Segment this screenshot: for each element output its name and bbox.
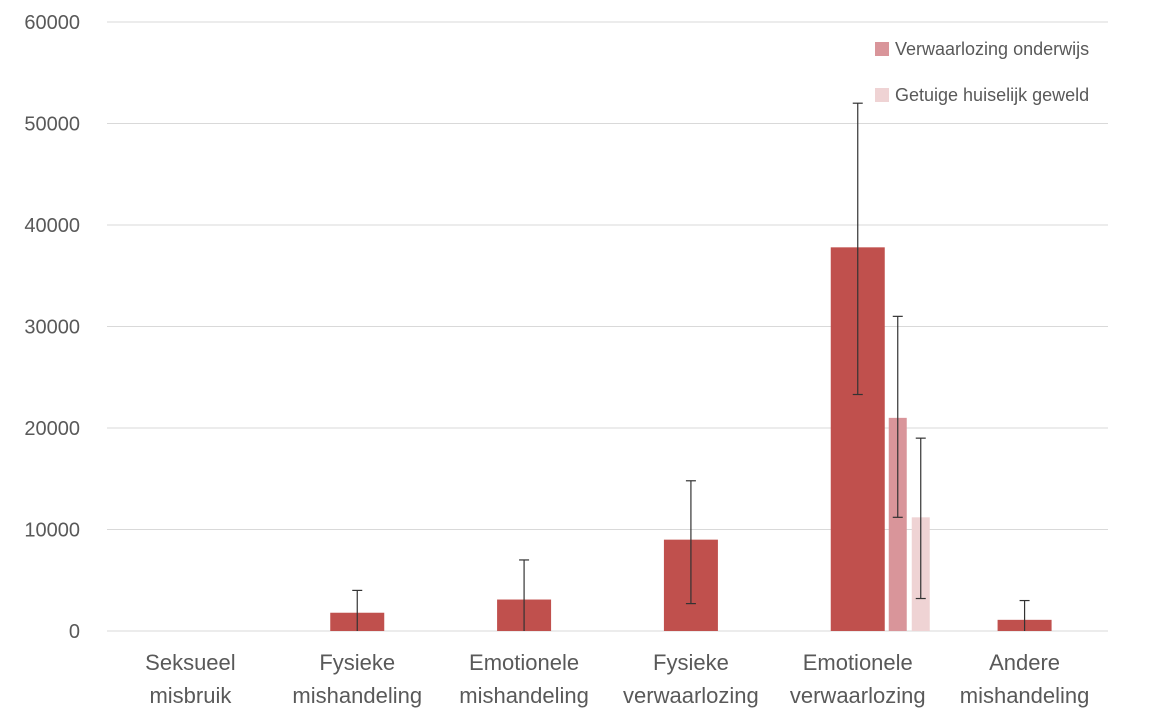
category-label: Emotionele	[469, 650, 579, 675]
y-tick-label: 50000	[24, 114, 80, 136]
category-label: mishandeling	[960, 683, 1090, 708]
bars	[330, 247, 1052, 631]
y-tick-label: 60000	[24, 12, 80, 34]
bar	[888, 417, 907, 631]
category-label: Andere	[989, 650, 1060, 675]
y-tick-label: 20000	[24, 418, 80, 440]
category-label: Emotionele	[803, 650, 913, 675]
category-label: Seksueel	[145, 650, 236, 675]
y-tick-label: 0	[69, 621, 80, 643]
category-label: verwaarlozing	[790, 683, 926, 708]
legend: Verwaarlozing onderwijs Getuige huiselijk…	[875, 39, 1089, 105]
legend-swatch	[875, 88, 889, 102]
y-axis-tick-labels: 0 10000 20000 30000 40000 50000 60000	[24, 12, 80, 643]
legend-label: Verwaarlozing onderwijs	[895, 39, 1089, 59]
legend-swatch	[875, 42, 889, 56]
category-label: mishandeling	[292, 683, 422, 708]
x-axis-category-labels: Seksueel misbruik Fysieke mishandeling Emoti…	[145, 650, 1089, 708]
category-label: Fysieke	[319, 650, 395, 675]
legend-label: Getuige huiselijk geweld	[895, 85, 1089, 105]
y-tick-label: 40000	[24, 215, 80, 237]
category-label: mishandeling	[459, 683, 589, 708]
y-tick-label: 10000	[24, 520, 80, 542]
y-tick-label: 30000	[24, 317, 80, 339]
category-label: misbruik	[149, 683, 232, 708]
error-bars	[352, 102, 1030, 631]
gridlines	[107, 21, 1108, 530]
category-label: Fysieke	[653, 650, 729, 675]
category-label: verwaarlozing	[623, 683, 759, 708]
